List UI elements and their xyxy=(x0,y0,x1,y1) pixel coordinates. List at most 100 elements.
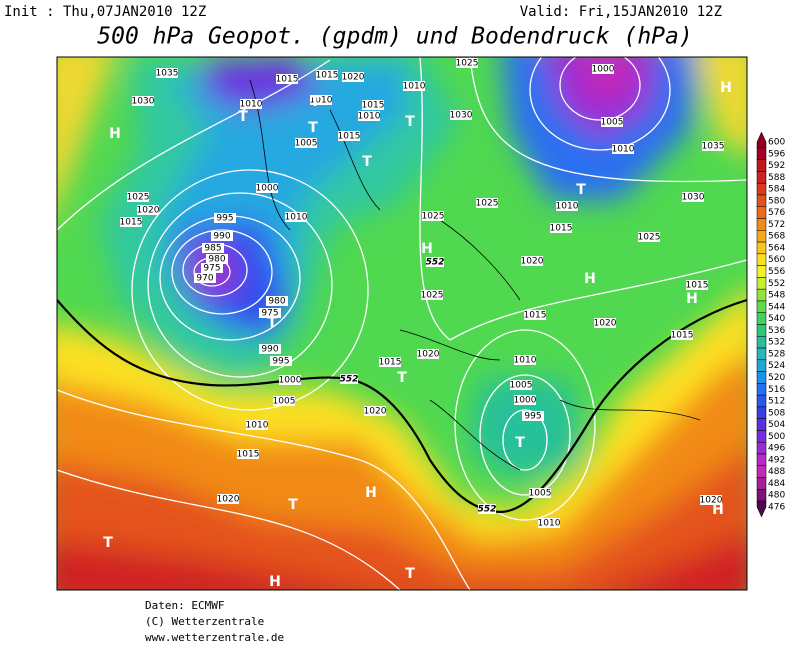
isobar-label-bg xyxy=(700,495,722,505)
colorbar-swatch xyxy=(756,418,767,431)
colorbar-label: 524 xyxy=(768,361,785,371)
isobar-label-bg xyxy=(211,231,233,241)
colorbar-label: 488 xyxy=(768,467,785,477)
isobar-label: 1000 xyxy=(514,396,537,406)
isobar-label: 1015 xyxy=(276,75,299,85)
colorbar-swatch xyxy=(756,324,767,337)
isobar-label-bg xyxy=(217,494,239,504)
geopotential-label-bg xyxy=(340,374,358,384)
colorbar-label: 484 xyxy=(768,479,785,489)
low-marker: T xyxy=(288,497,298,513)
isobar-label: 1005 xyxy=(529,489,552,499)
colorbar-label: 600 xyxy=(768,138,785,148)
isobar-label: 995 xyxy=(216,214,233,224)
isobar-label: 1010 xyxy=(358,112,381,122)
high-marker: H xyxy=(421,241,433,257)
isobar-label: 970 xyxy=(196,274,213,284)
isobar-label-bg xyxy=(285,212,307,222)
isobar-label-bg xyxy=(201,263,223,273)
isobar-label-bg xyxy=(422,211,444,221)
low-marker: T xyxy=(405,566,415,582)
colorbar-label: 584 xyxy=(768,185,785,195)
isobar-label: 1005 xyxy=(601,118,624,128)
isobar-label-bg xyxy=(259,344,281,354)
colorbar-label: 568 xyxy=(768,232,785,242)
isobar-label: 1030 xyxy=(682,193,705,203)
isobar-label-bg xyxy=(529,488,551,498)
colorbar-label: 476 xyxy=(768,503,785,513)
colorbar-swatch xyxy=(756,171,767,184)
isobar-label: 1025 xyxy=(421,291,444,301)
geopotential-label: 552 xyxy=(340,375,359,385)
isobar-label: 1010 xyxy=(310,96,333,106)
isobar-label-bg xyxy=(266,296,288,306)
colorbar-swatch xyxy=(756,477,767,490)
low-marker: T xyxy=(267,315,277,331)
isobar-label-bg xyxy=(514,355,536,365)
isobar-label-bg xyxy=(686,280,708,290)
isobar-label-bg xyxy=(295,138,317,148)
footer-source: Daten: ECMWF xyxy=(145,599,224,612)
isobar-label: 1000 xyxy=(592,65,615,75)
isobar-label-bg xyxy=(364,406,386,416)
isobar-label-bg xyxy=(612,144,634,154)
colorbar-swatch xyxy=(756,159,767,172)
colorbar-swatch xyxy=(756,253,767,266)
isobar-label: 990 xyxy=(261,345,278,355)
colorbar-label: 532 xyxy=(768,338,785,348)
colorbar-swatch xyxy=(756,336,767,349)
colorbar-swatch xyxy=(756,465,767,478)
high-marker: H xyxy=(720,80,732,96)
isobar-label: 1010 xyxy=(285,213,308,223)
isobar-label-bg xyxy=(120,217,142,227)
colorbar-label: 572 xyxy=(768,220,785,230)
colorbar-label: 560 xyxy=(768,255,785,265)
colorbar-swatch xyxy=(756,430,767,443)
isobar-label: 1015 xyxy=(524,311,547,321)
contour-552 xyxy=(57,298,747,514)
colorbar-label: 512 xyxy=(768,397,785,407)
isobar-label: 1010 xyxy=(240,100,263,110)
isobar-label: 1030 xyxy=(450,111,473,121)
colorbar-swatch xyxy=(756,241,767,255)
isobar-label: 980 xyxy=(208,255,225,265)
colorbar-swatch xyxy=(756,206,767,219)
colorbar-label: 588 xyxy=(768,173,785,183)
isobar-label: 1015 xyxy=(338,132,361,142)
isobar-label: 1030 xyxy=(132,97,155,107)
isobar-label-bg xyxy=(592,64,614,74)
high-marker: H xyxy=(584,271,596,287)
high-marker: H xyxy=(365,485,377,501)
colorbar-label: 552 xyxy=(768,279,785,289)
geopotential-label-bg xyxy=(478,504,496,514)
colorbar-swatch xyxy=(756,359,767,372)
colorbar-label: 596 xyxy=(768,149,785,159)
isobar-label: 1010 xyxy=(612,145,635,155)
colorbar-swatch xyxy=(756,347,767,361)
high-marker: H xyxy=(712,502,724,518)
isobar-label: 1015 xyxy=(120,218,143,228)
isobar-label: 995 xyxy=(524,412,541,422)
colorbar-swatch xyxy=(756,147,767,160)
low-marker: T xyxy=(310,94,320,110)
isobar-label-bg xyxy=(702,141,724,151)
isobar-label: 1015 xyxy=(237,450,260,460)
isobar-label-bg xyxy=(338,131,360,141)
isobar-label-bg xyxy=(403,81,425,91)
isobar-label-bg xyxy=(316,70,338,80)
geopotential-label: 552 xyxy=(478,505,497,515)
isobar-label: 1025 xyxy=(476,199,499,209)
colorbar-swatch xyxy=(756,312,767,325)
colorbar-label: 496 xyxy=(768,444,785,454)
isobar-label: 1015 xyxy=(379,358,402,368)
isobar-label-bg xyxy=(456,58,478,68)
colorbar-label: 504 xyxy=(768,420,785,430)
isobar-label: 1020 xyxy=(594,319,617,329)
isobar-label-bg xyxy=(127,192,149,202)
isobar-label-bg xyxy=(538,518,560,528)
isobar-label-bg xyxy=(521,256,543,266)
isobar-label-bg xyxy=(132,96,154,106)
colorbar-label: 500 xyxy=(768,432,785,442)
